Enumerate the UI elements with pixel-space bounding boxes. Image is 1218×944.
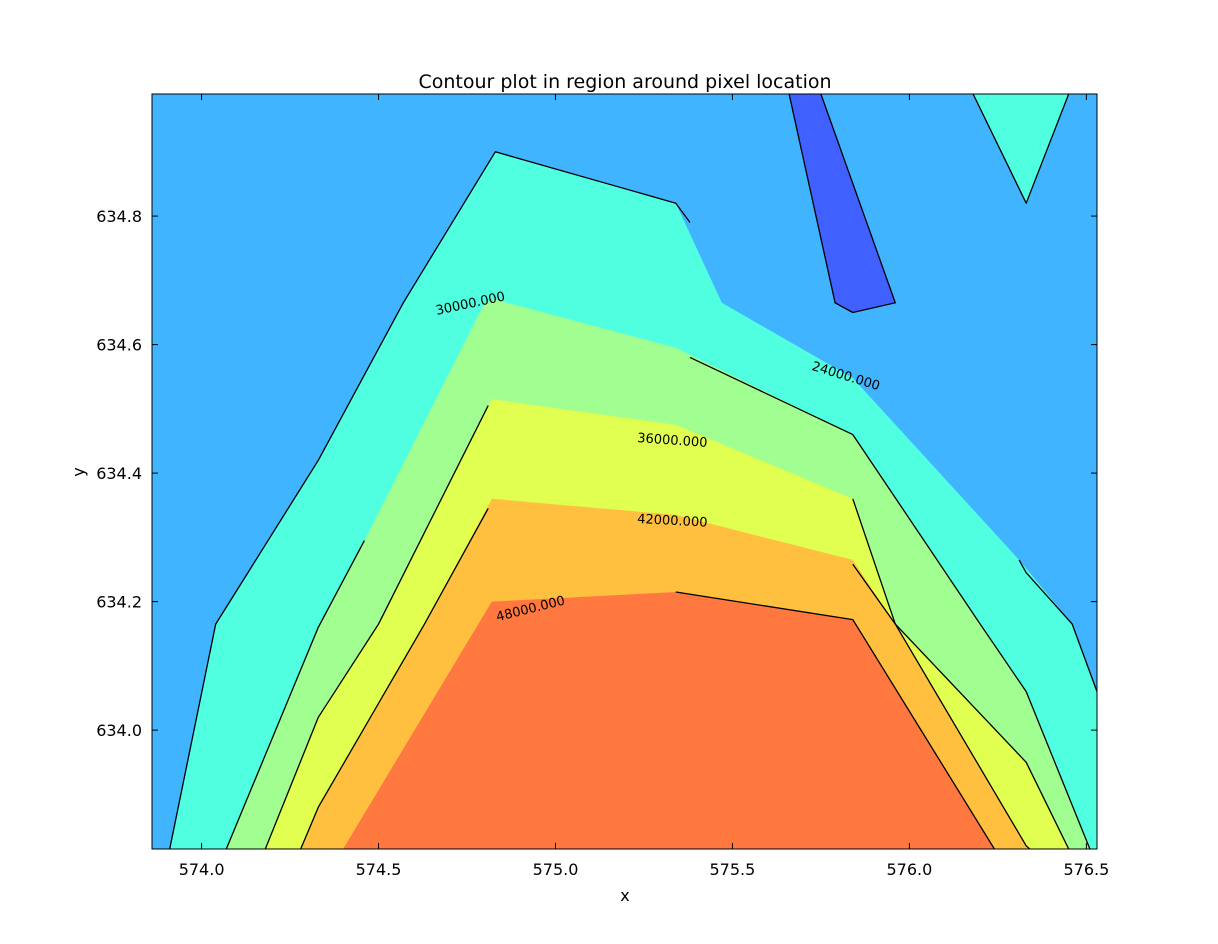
contour-line-24000 <box>1018 559 1097 692</box>
x-tick-label: 575.0 <box>533 860 579 879</box>
filled-contour-band <box>973 94 1069 204</box>
contour-line-30000 <box>225 540 365 849</box>
contour-line-36000 <box>264 405 489 849</box>
contour-label: 36000.000 <box>637 431 708 451</box>
plot-frame <box>151 93 1098 850</box>
contour-line-36000 <box>852 498 1070 849</box>
contour-line-42000 <box>300 508 489 849</box>
y-tick-label: 634.4 <box>96 464 142 483</box>
x-tick-label: 576.0 <box>886 860 932 879</box>
chart-title: Contour plot in region around pixel loca… <box>418 71 831 93</box>
contour-line-24000 <box>972 94 1070 204</box>
x-axis-label: x <box>620 886 629 905</box>
plot-area <box>152 94 1097 849</box>
filled-contour-band <box>789 94 896 313</box>
x-tick-label: 576.5 <box>1063 860 1109 879</box>
contour-line-24000 <box>169 151 691 849</box>
filled-contour-band <box>343 592 995 849</box>
contour-line-24000 <box>788 94 896 314</box>
contour-line-30000 <box>689 356 1091 849</box>
x-axis-ticks: 574.0 574.5 575.0 575.5 576.0 576.5 <box>179 94 1109 879</box>
x-tick-label: 574.0 <box>179 860 225 879</box>
y-tick-label: 634.8 <box>96 207 142 226</box>
contour-label: 42000.000 <box>637 512 708 531</box>
y-axis-ticks: 634.0 634.2 634.4 634.6 634.8 <box>96 207 1097 740</box>
x-tick-label: 574.5 <box>356 860 402 879</box>
y-tick-label: 634.6 <box>96 336 142 355</box>
y-axis-label: y <box>69 467 88 476</box>
contour-line-42000 <box>852 563 1031 849</box>
x-tick-label: 575.5 <box>709 860 755 879</box>
y-tick-label: 634.2 <box>96 593 142 612</box>
y-tick-label: 634.0 <box>96 721 142 740</box>
contour-line-48000 <box>675 591 995 849</box>
